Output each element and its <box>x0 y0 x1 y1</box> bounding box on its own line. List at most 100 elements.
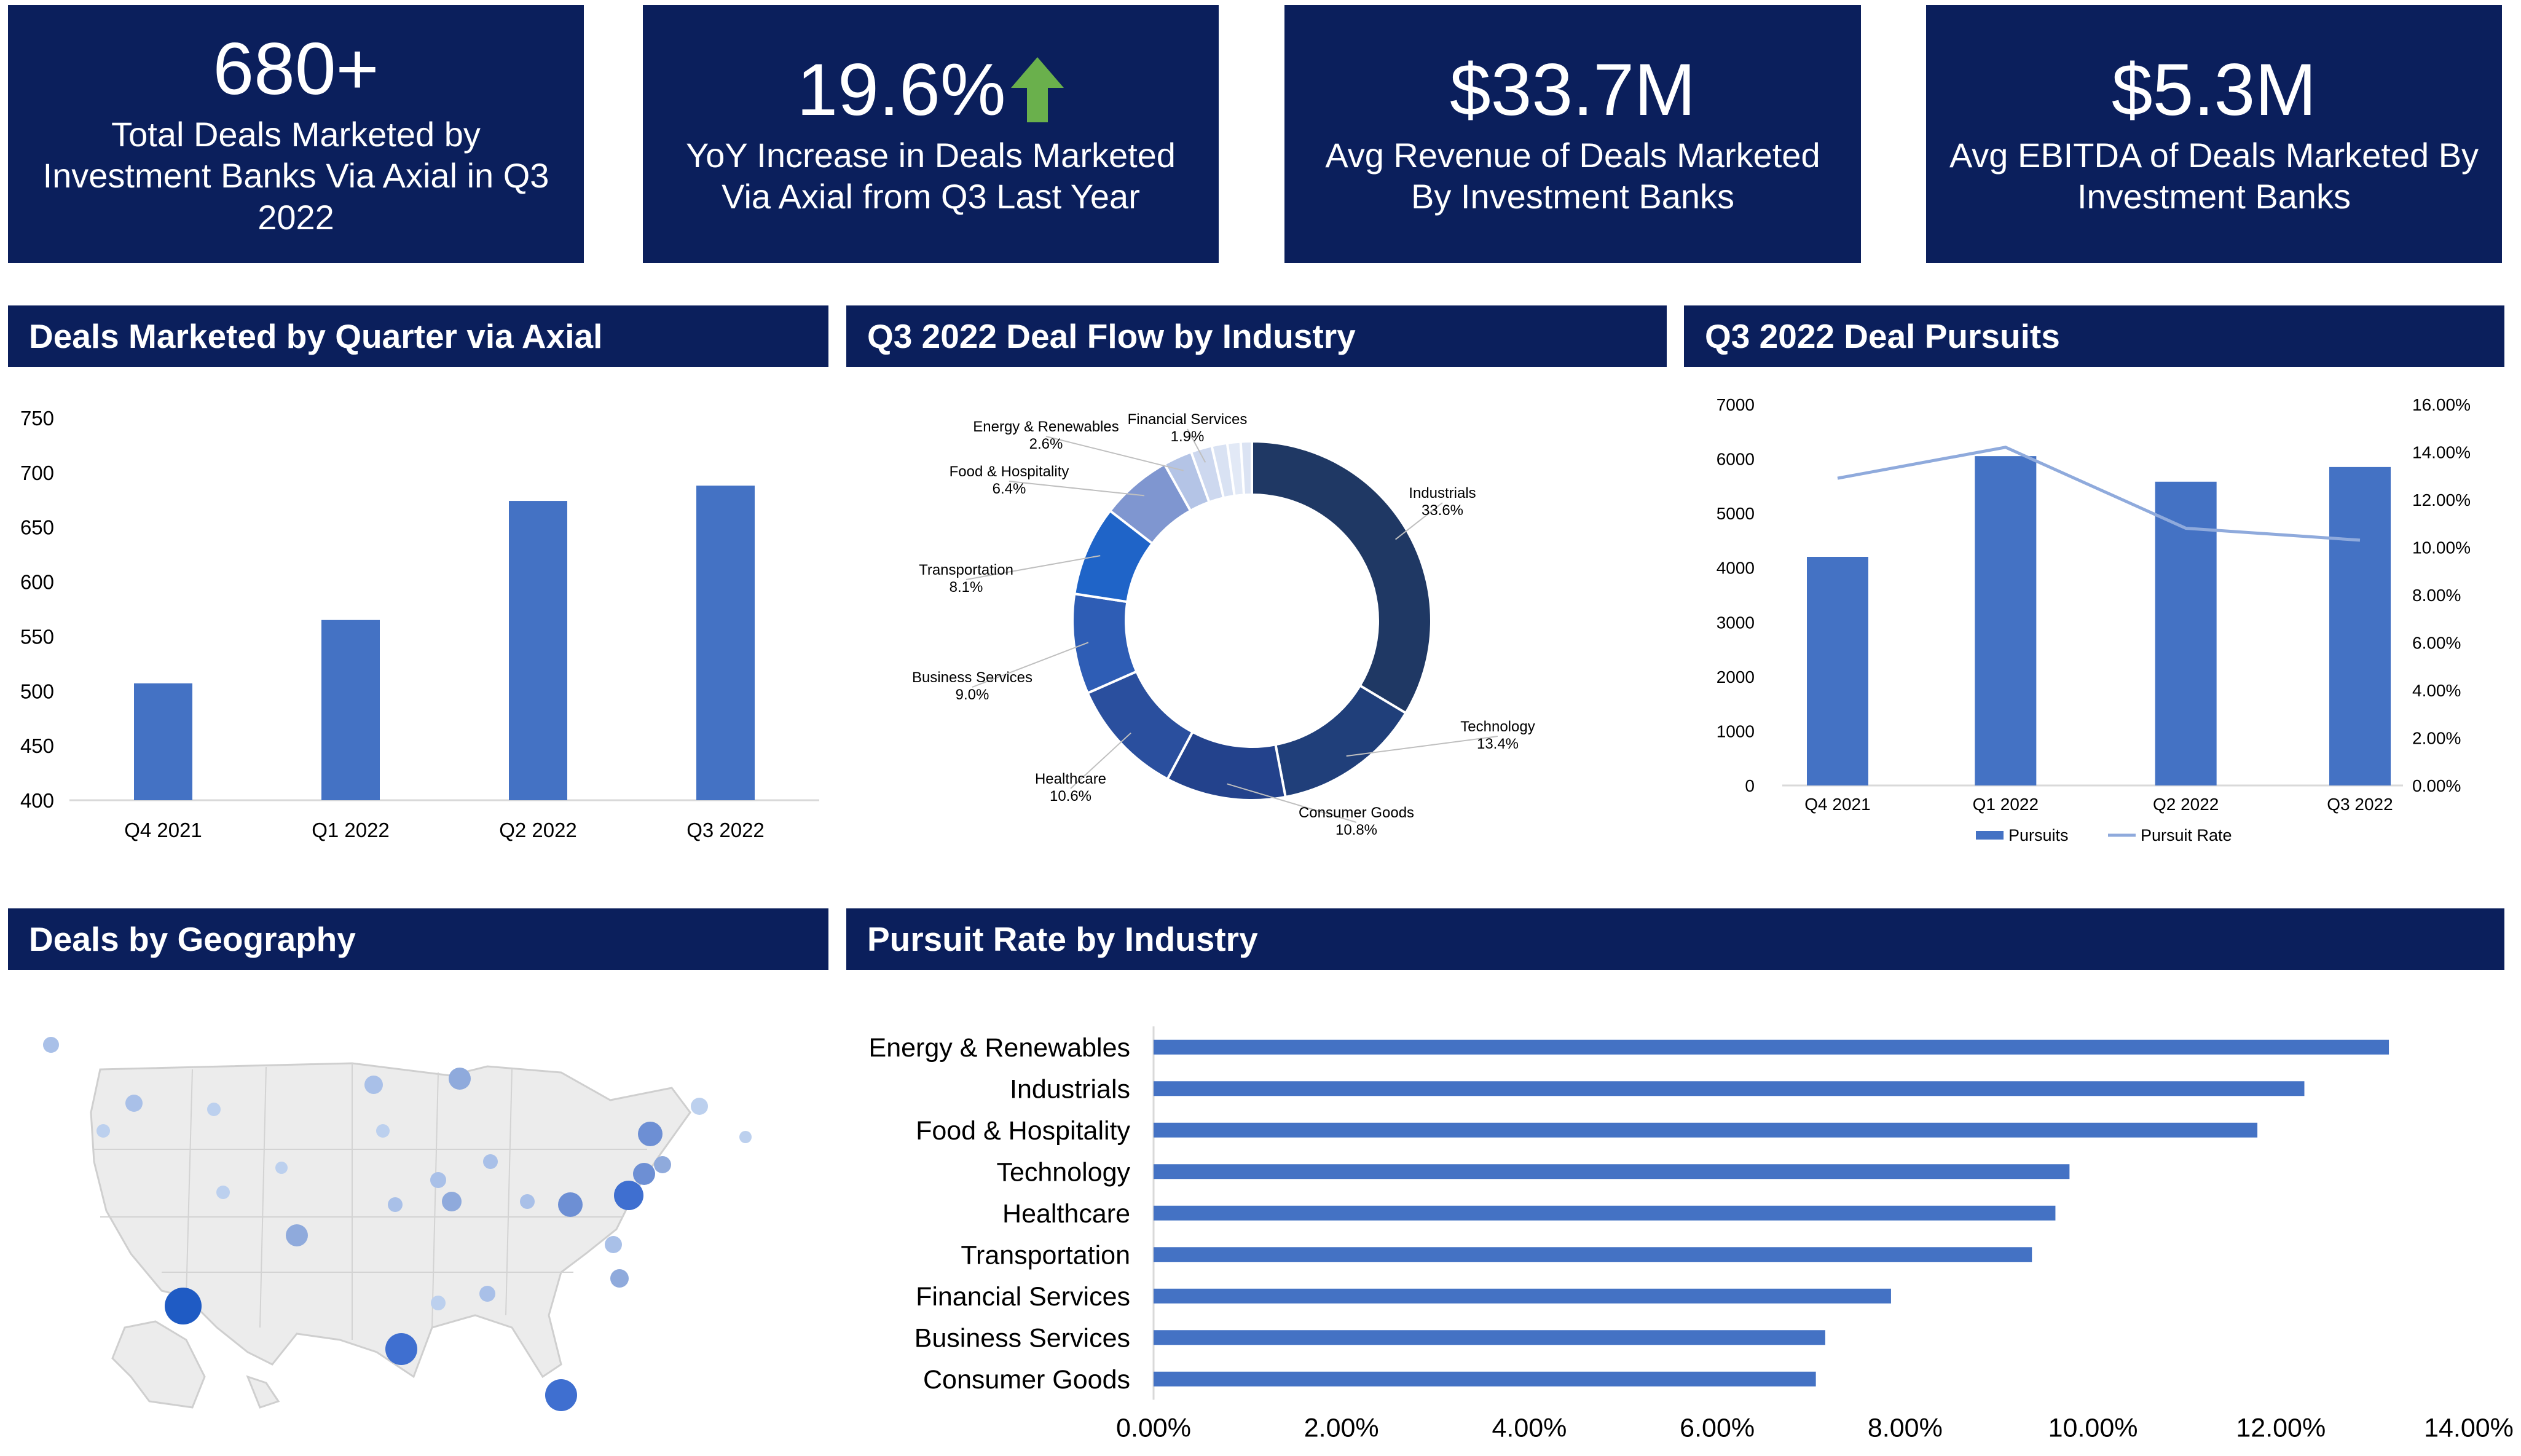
series-line-pursuit-rate <box>1837 446 2361 542</box>
bar <box>1154 1039 2389 1055</box>
section-header-deal-flow-industry: Q3 2022 Deal Flow by Industry <box>846 305 1667 367</box>
map-bubble <box>275 1162 288 1174</box>
y-tick-label: 500 <box>20 680 54 702</box>
category-label: Healthcare <box>1002 1199 1130 1229</box>
kpi-value: $5.3M <box>2111 48 2317 131</box>
leader-line <box>1045 436 1184 471</box>
x-tick-label: 4.00% <box>1492 1414 1567 1443</box>
x-tick-label: 0.00% <box>1116 1414 1191 1443</box>
slice-name-label: Business Services <box>912 669 1032 686</box>
map-bubble <box>654 1156 671 1173</box>
deals-by-geography-map <box>43 1037 752 1411</box>
kpi-card-avg-revenue: $33.7M Avg Revenue of Deals Marketed By … <box>1284 5 1861 263</box>
state-borders <box>94 1063 647 1340</box>
map-bubble <box>614 1181 643 1210</box>
y-tick-label: 650 <box>20 516 54 539</box>
y-tick-label: 3000 <box>1717 613 1755 632</box>
legend-swatch-pursuits <box>1976 831 2004 840</box>
leader-line <box>1346 736 1498 757</box>
slice-value-label: 13.4% <box>1477 736 1519 752</box>
pursuit-rate-industry-chart: Energy & Renewables Industrials Food & Hos… <box>869 1026 2514 1443</box>
map-bubble <box>739 1131 752 1143</box>
deal-bubbles <box>43 1037 752 1411</box>
y-tick-label: 550 <box>20 625 54 648</box>
y-tick-label: 1000 <box>1717 722 1755 741</box>
bar <box>1154 1122 2258 1138</box>
donut-slice <box>1274 683 1408 799</box>
map-bubble <box>558 1192 583 1217</box>
kpi-card-avg-ebitda: $5.3M Avg EBITDA of Deals Marketed By In… <box>1926 5 2502 263</box>
x-tick-label: 6.00% <box>1680 1414 1755 1443</box>
map-bubble <box>165 1288 202 1324</box>
map-bubble <box>216 1186 230 1199</box>
bar <box>1807 557 1868 785</box>
y2-tick-label: 8.00% <box>2412 586 2461 605</box>
y2-tick-label: 4.00% <box>2412 681 2461 700</box>
slice-value-label: 6.4% <box>993 481 1026 497</box>
y2-tick-label: 12.00% <box>2412 490 2471 510</box>
y-tick-label: 0 <box>1745 776 1755 795</box>
map-bubble <box>385 1333 417 1365</box>
map-bubble <box>691 1098 708 1115</box>
map-bubble <box>449 1068 471 1090</box>
map-bubble <box>431 1296 446 1310</box>
map-bubble <box>479 1286 495 1302</box>
kpi-card-total-deals: 680+ Total Deals Marketed by Investment … <box>8 5 584 263</box>
map-bubble <box>520 1194 535 1209</box>
kpi-value: 19.6% <box>796 48 1006 131</box>
map-bubble <box>638 1122 663 1146</box>
slice-name-label: Financial Services <box>1128 411 1248 428</box>
legend-label-pursuits: Pursuits <box>2008 826 2069 844</box>
bar <box>1154 1288 1891 1304</box>
slice-value-label: 2.6% <box>1029 436 1063 452</box>
slice-value-label: 10.8% <box>1335 822 1377 838</box>
y2-tick-label: 0.00% <box>2412 776 2461 795</box>
category-label: Consumer Goods <box>923 1365 1130 1395</box>
slice-value-label: 10.6% <box>1050 788 1091 805</box>
map-bubble <box>633 1163 655 1185</box>
map-bubble <box>430 1172 446 1188</box>
map-bubble <box>43 1037 59 1053</box>
map-bubble <box>364 1076 383 1094</box>
section-header-pursuit-rate-industry: Pursuit Rate by Industry <box>846 908 2504 970</box>
donut-slice <box>1086 669 1195 781</box>
x-tick-label: Q2 2022 <box>2153 795 2219 814</box>
bar <box>1154 1164 2070 1179</box>
kpi-value-row: 19.6% <box>796 51 1064 128</box>
map-bubble <box>605 1236 622 1253</box>
bar <box>696 486 755 800</box>
slice-name-label: Transportation <box>919 562 1013 578</box>
deal-pursuits-chart: 0 1000 2000 3000 4000 5000 6000 7000 0.00% 2.00% 4… <box>1717 395 2471 844</box>
category-label: Food & Hospitality <box>916 1116 1130 1146</box>
bar <box>134 683 192 800</box>
x-tick-label: Q2 2022 <box>499 819 577 841</box>
slice-value-label: 8.1% <box>950 579 983 596</box>
y-tick-label: 450 <box>20 734 54 757</box>
map-bubble <box>286 1224 308 1246</box>
kpi-description: Avg EBITDA of Deals Marketed By Investme… <box>1949 135 2479 216</box>
leader-line <box>1227 783 1357 823</box>
slice-name-label: Technology <box>1460 718 1535 735</box>
kpi-value: $33.7M <box>1449 48 1696 131</box>
bar <box>2155 481 2217 785</box>
slice-value-label: 33.6% <box>1422 502 1463 519</box>
category-label: Transportation <box>961 1240 1130 1270</box>
deals-by-quarter-chart: 400 450 500 550 600 650 700 750 Q4 2021 Q1 2022 Q2… <box>20 407 819 841</box>
map-bubble <box>125 1095 143 1112</box>
x-tick-label: Q3 2022 <box>2327 795 2393 814</box>
y-tick-label: 6000 <box>1717 450 1755 469</box>
slice-name-label: Industrials <box>1409 485 1476 502</box>
map-bubble <box>442 1192 462 1211</box>
kpi-value: 680+ <box>213 28 379 111</box>
slice-value-label: 1.9% <box>1171 428 1205 445</box>
bar <box>1154 1247 2032 1262</box>
donut-slice <box>1251 439 1433 715</box>
bar <box>509 501 567 800</box>
slice-value-label: 9.0% <box>956 687 989 703</box>
slice-name-label: Food & Hospitality <box>950 463 1069 480</box>
x-tick-label: Q1 2022 <box>1973 795 2039 814</box>
us-map-shape <box>90 1062 691 1409</box>
y-tick-label: 400 <box>20 789 54 812</box>
x-tick-label: Q1 2022 <box>312 819 390 841</box>
bar <box>1975 456 2037 785</box>
